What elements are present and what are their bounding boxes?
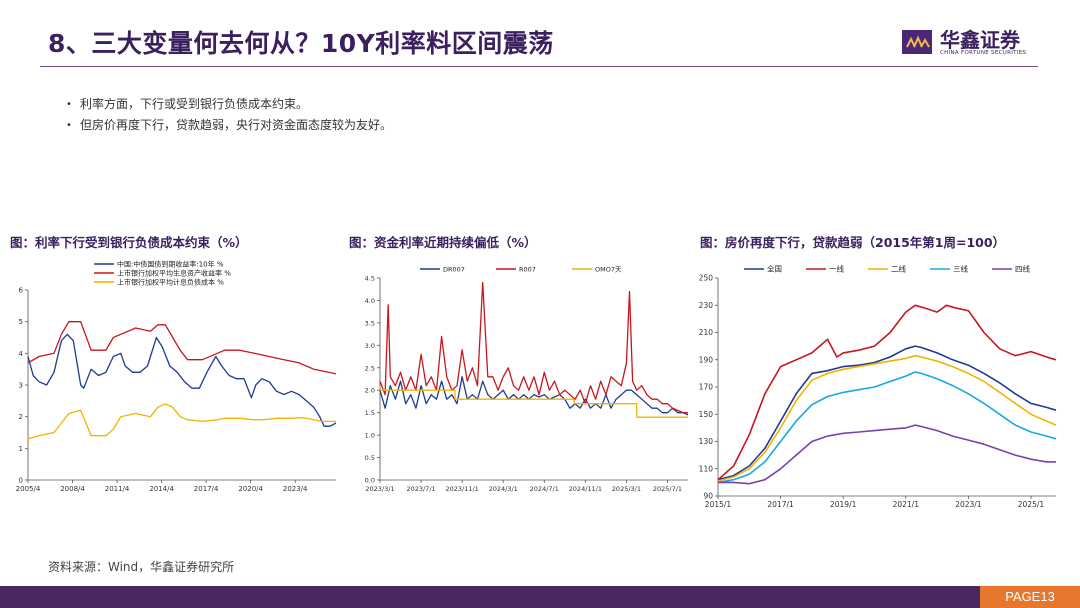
source-note: 资料来源：Wind，华鑫证券研究所	[48, 560, 235, 574]
y-tick-label: 2.0	[365, 387, 375, 395]
y-tick-label: 150	[699, 410, 714, 419]
x-tick-label: 2025/3/1	[612, 485, 641, 493]
y-tick-label: 0.5	[365, 454, 375, 462]
legend-label: 二线	[891, 264, 906, 274]
x-tick-label: 2019/1	[830, 500, 857, 509]
brand-logo: 华鑫证券 CHINA FORTUNE SECURITIES	[902, 22, 1042, 62]
series-line-2	[379, 281, 688, 414]
legend-label: 全国	[767, 264, 782, 274]
series-line-1	[379, 376, 689, 416]
y-tick-label: 210	[699, 328, 714, 337]
y-tick-label: 90	[703, 492, 713, 501]
footer-bar	[0, 586, 1080, 608]
y-tick-label: 4.0	[365, 297, 375, 305]
logo-name: 华鑫证券	[940, 28, 1020, 52]
legend-label: OMO7天	[595, 266, 622, 274]
x-tick-label: 2008/4	[60, 485, 85, 493]
y-tick-label: 2.5	[365, 364, 375, 372]
chart-money-market-rates: 0.0 0.5 1.0 1.5 2.0 2.5 3.0 3.5 4.0 4.5 2023/3/1 20…	[365, 266, 689, 493]
y-tick-label: 230	[699, 301, 714, 310]
x-tick-label: 2020/4	[238, 485, 263, 493]
y-tick-label: 3	[19, 382, 23, 390]
series-line-3	[717, 354, 1057, 482]
series-line-5	[718, 424, 1056, 485]
x-tick-label: 2025/7/1	[653, 485, 682, 493]
x-tick-label: 2011/4	[105, 485, 130, 493]
legend-label: 上市银行加权平均计息负债成本 %	[117, 278, 224, 287]
x-tick-label: 2023/3/1	[365, 485, 394, 493]
x-tick-label: 2023/1	[955, 500, 982, 509]
x-tick-label: 2021/1	[893, 500, 920, 509]
x-tick-label: 2017/1	[767, 500, 794, 509]
legend-label: 三线	[953, 264, 968, 274]
y-tick-label: 170	[699, 383, 714, 392]
legend-label: 四线	[1015, 264, 1031, 274]
bullet-list: • 利率方面，下行或受到银行负债成本约束。 • 但房价再度下行，贷款趋弱，央行对…	[66, 94, 392, 136]
legend-label: 一线	[829, 264, 844, 274]
x-tick-label: 2015/1	[705, 500, 732, 509]
x-tick-label: 2024/3/1	[489, 485, 518, 493]
series-line-4	[717, 371, 1057, 484]
bullet-text: 利率方面，下行或受到银行负债成本约束。	[80, 97, 309, 111]
series-line-2	[27, 321, 337, 375]
chart-house-prices: 90 110 130 150 170 190 210 230 250 2015/1 2017/1 20…	[699, 264, 1057, 509]
series-line-3	[27, 403, 336, 440]
x-tick-label: 2017/4	[194, 485, 219, 493]
title-divider	[40, 66, 1038, 67]
x-tick-label: 2023/7/1	[406, 485, 435, 493]
y-tick-label: 0.0	[365, 477, 375, 485]
bullet-item: • 但房价再度下行，贷款趋弱，央行对资金面态度较为友好。	[66, 115, 392, 136]
series-line-1	[27, 333, 337, 427]
series-line-3	[380, 389, 688, 418]
y-tick-label: 3.0	[365, 342, 375, 350]
logo-subtitle: CHINA FORTUNE SECURITIES	[940, 50, 1027, 56]
bullet-dot-icon: •	[66, 120, 72, 131]
y-tick-label: 1.5	[365, 409, 375, 417]
page-title: 8、三大变量何去何从？10Y利率料区间震荡	[48, 29, 554, 58]
legend-label: 上市银行加权平均生息资产收益率 %	[117, 269, 231, 278]
x-tick-label: 2023/4	[283, 485, 308, 493]
y-tick-label: 190	[699, 355, 714, 364]
y-tick-label: 130	[699, 437, 714, 446]
series-line-2	[717, 304, 1057, 481]
y-tick-label: 110	[699, 464, 714, 473]
bullet-item: • 利率方面，下行或受到银行负债成本约束。	[66, 94, 392, 115]
y-tick-label: 3.5	[365, 319, 375, 327]
chart-1-title: 图：利率下行受到银行负债成本约束（%）	[10, 235, 248, 250]
bullet-text: 但房价再度下行，贷款趋弱，央行对资金面态度较为友好。	[80, 118, 393, 132]
legend-label: 中国:中债国债到期收益率:10年 %	[117, 260, 224, 269]
x-tick-label: 2023/11/1	[445, 485, 478, 493]
y-tick-label: 1	[19, 445, 23, 453]
x-tick-label: 2025/1	[1018, 500, 1045, 509]
bullet-dot-icon: •	[66, 99, 72, 110]
x-tick-label: 2005/4	[16, 485, 41, 493]
legend-label: DR007	[443, 266, 465, 274]
x-tick-label: 2014/4	[149, 485, 174, 493]
logo-mark-icon	[902, 30, 932, 54]
chart-2-title: 图：资金利率近期持续偏低（%）	[349, 235, 537, 250]
page-number: PAGE13	[980, 586, 1080, 608]
x-tick-label: 2024/7/1	[530, 485, 559, 493]
y-tick-label: 250	[699, 274, 714, 283]
y-tick-label: 2	[19, 413, 23, 421]
x-tick-label: 2024/11/1	[569, 485, 602, 493]
chart-3-title: 图：房价再度下行，贷款趋弱（2015年第1周=100）	[700, 235, 1006, 250]
y-tick-label: 4.5	[365, 275, 375, 283]
y-tick-label: 6	[19, 287, 24, 295]
series-line-1	[717, 345, 1057, 481]
y-tick-label: 4	[19, 350, 24, 358]
y-tick-label: 1.0	[365, 432, 375, 440]
legend-label: R007	[519, 266, 536, 274]
chart-bank-rates: 0 1 2 3 4 5 6 2005/4 2008/4 2011/4 2014/4 2017/4 202…	[16, 260, 337, 493]
y-tick-label: 5	[19, 318, 23, 326]
y-tick-label: 0	[19, 477, 23, 485]
